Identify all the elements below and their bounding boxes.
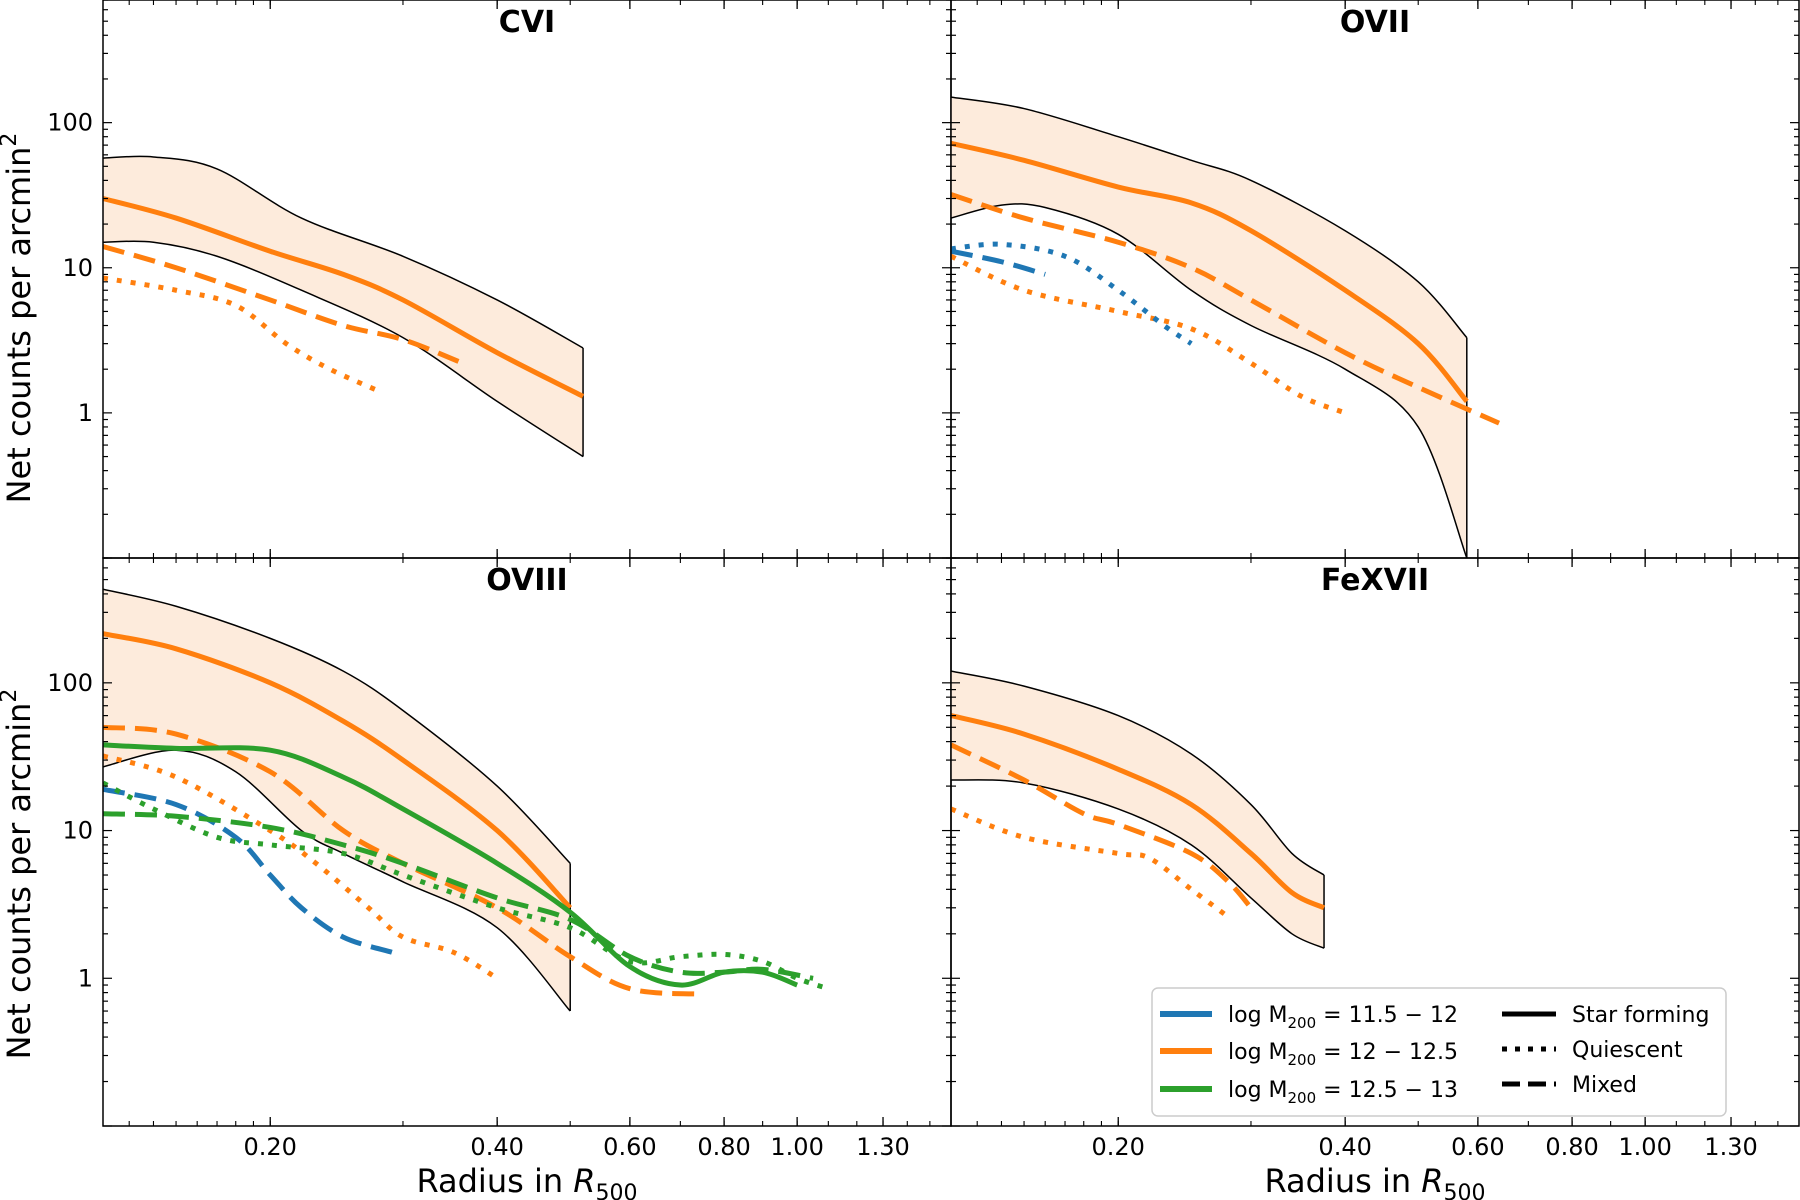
series-OVII-orange-dotted bbox=[951, 254, 1347, 416]
x-axis-label-right-prefix: Radius in bbox=[1264, 1162, 1421, 1200]
panel-OVII: OVII bbox=[950, 0, 1800, 559]
x-tick-label-FeXVII: 0.20 bbox=[1092, 1133, 1145, 1161]
series-OVIII-orange-solid bbox=[103, 631, 573, 910]
band-fill-OVII bbox=[951, 97, 1467, 558]
series-OVIII-green-dotted bbox=[103, 780, 830, 992]
x-tick-label-OVIII: 0.80 bbox=[697, 1133, 750, 1161]
y-tick-label-CVI: 10 bbox=[62, 254, 93, 282]
legend-label-mass-1: log M200 = 12 − 12.5 bbox=[1228, 1040, 1458, 1069]
y-axis-label-bottom-sup: 2 bbox=[0, 689, 22, 703]
x-tick-label-OVIII: 0.60 bbox=[603, 1133, 656, 1161]
x-tick-label-OVIII: 1.00 bbox=[770, 1133, 823, 1161]
series-OVIII-blue-dashed bbox=[103, 786, 393, 955]
x-axis-label-left-sub: 500 bbox=[596, 1181, 638, 1200]
series-OVII-orange-dashed bbox=[951, 192, 1501, 426]
x-tick-label-FeXVII: 0.80 bbox=[1545, 1133, 1598, 1161]
panel-title-OVII: OVII bbox=[1340, 5, 1410, 40]
legend-label-mass-0-range: = 11.5 − 12 bbox=[1316, 1003, 1458, 1028]
panel-FeXVII: 0.20 0.40 0.60 0.80 1.00 1.30 FeXVII bbox=[950, 557, 1800, 1161]
series-OVII-blue-dotted bbox=[951, 241, 1193, 346]
series-OVIII-green-dashed bbox=[103, 811, 814, 981]
legend: log M200 = 11.5 − 12 log M200 = 12 − 12.… bbox=[1151, 987, 1727, 1117]
band-lower-edge-CVI bbox=[103, 240, 584, 458]
legend-label-style-solid: Star forming bbox=[1572, 1003, 1709, 1028]
series-OVII-blue-dashed bbox=[951, 248, 1046, 277]
x-tick-label-FeXVII: 1.00 bbox=[1618, 1133, 1671, 1161]
series-FeXVII-orange-dashed bbox=[951, 742, 1253, 910]
panel-plot-area-FeXVII bbox=[951, 670, 1326, 949]
series-CVI-orange-dashed bbox=[103, 244, 464, 366]
legend-label-mass-2-sub: 200 bbox=[1288, 1089, 1317, 1107]
panel-title-FeXVII: FeXVII bbox=[1321, 563, 1429, 598]
band-upper-edge-OVII bbox=[951, 96, 1468, 339]
legend-label-mass-1-sub: 200 bbox=[1288, 1051, 1317, 1069]
x-axis-label-left: Radius in R500 bbox=[416, 1162, 637, 1200]
band-upper-edge-FeXVII bbox=[951, 670, 1325, 876]
panel-plot-area-CVI bbox=[103, 155, 585, 458]
legend-label-mass-2: log M200 = 12.5 − 13 bbox=[1228, 1078, 1458, 1107]
legend-label-mass-1-range: = 12 − 12.5 bbox=[1316, 1040, 1458, 1065]
legend-label-mass-1-text: log M bbox=[1228, 1040, 1288, 1065]
series-CVI-orange-dotted bbox=[103, 275, 382, 394]
y-tick-label-OVIII: 1 bbox=[78, 964, 93, 992]
x-axis-label-left-prefix: Radius in bbox=[416, 1162, 573, 1200]
y-axis-label-bottom: Net counts per arcmin2 bbox=[0, 689, 38, 1060]
band-lower-edge-OVII bbox=[951, 203, 1468, 558]
legend-label-style-dashed: Mixed bbox=[1572, 1073, 1637, 1098]
series-CVI-orange-solid bbox=[103, 196, 585, 399]
legend-label-mass-2-text: log M bbox=[1228, 1078, 1288, 1103]
band-fill-OVIII bbox=[103, 589, 571, 1012]
x-axis-label-right-sub: 500 bbox=[1444, 1181, 1486, 1200]
x-tick-label-OVIII: 0.20 bbox=[244, 1133, 297, 1161]
band-fill-CVI bbox=[103, 156, 584, 457]
panel-plot-area-OVIII bbox=[103, 588, 830, 1012]
legend-label-mass-2-range: = 12.5 − 13 bbox=[1316, 1078, 1458, 1103]
legend-label-mass-0-text: log M bbox=[1228, 1003, 1288, 1028]
series-FeXVII-orange-solid bbox=[951, 713, 1326, 911]
x-tick-label-OVIII: 0.40 bbox=[470, 1133, 523, 1161]
x-axis-label-right: Radius in R500 bbox=[1264, 1162, 1485, 1200]
panel-frame-CVI bbox=[102, 0, 952, 559]
panel-title-CVI: CVI bbox=[499, 5, 555, 40]
panel-plot-area-OVII bbox=[951, 96, 1501, 558]
legend-box bbox=[1151, 987, 1727, 1117]
x-tick-label-FeXVII: 0.60 bbox=[1451, 1133, 1504, 1161]
band-fill-FeXVII bbox=[951, 671, 1325, 949]
panel-title-OVIII: OVIII bbox=[486, 563, 567, 598]
y-axis-label-top-sup: 2 bbox=[0, 133, 22, 147]
y-tick-label-OVIII: 10 bbox=[62, 817, 93, 845]
y-tick-label-CVI: 1 bbox=[78, 399, 93, 427]
series-OVII-orange-solid bbox=[951, 140, 1469, 403]
legend-label-mass-0-sub: 200 bbox=[1288, 1014, 1317, 1032]
x-axis-label-left-var: R bbox=[573, 1162, 595, 1200]
band-upper-edge-CVI bbox=[103, 155, 584, 349]
panel-OVIII: 1 10 100 0.20 0.40 0.60 0.80 1.00 1.30 OVIII bbox=[47, 557, 952, 1161]
y-axis-label-bottom-main: Net counts per arcmin bbox=[0, 703, 38, 1060]
x-tick-label-FeXVII: 0.40 bbox=[1318, 1133, 1371, 1161]
band-lower-edge-OVIII bbox=[103, 749, 571, 1012]
x-tick-label-FeXVII: 1.30 bbox=[1704, 1133, 1757, 1161]
y-axis-label-top: Net counts per arcmin2 bbox=[0, 133, 38, 504]
band-lower-edge-FeXVII bbox=[951, 779, 1325, 949]
y-tick-label-CVI: 100 bbox=[47, 109, 93, 137]
band-upper-edge-OVIII bbox=[103, 588, 571, 864]
legend-label-style-dotted: Quiescent bbox=[1572, 1038, 1683, 1063]
panel-frame-FeXVII bbox=[950, 557, 1800, 1127]
y-axis-label-top-main: Net counts per arcmin bbox=[0, 147, 38, 504]
panel-CVI: 1 10 100 CVI bbox=[47, 0, 952, 559]
x-tick-label-OVIII: 1.30 bbox=[856, 1133, 909, 1161]
y-tick-label-OVIII: 100 bbox=[47, 669, 93, 697]
x-axis-label-right-var: R bbox=[1421, 1162, 1443, 1200]
legend-label-mass-0: log M200 = 11.5 − 12 bbox=[1228, 1003, 1458, 1032]
